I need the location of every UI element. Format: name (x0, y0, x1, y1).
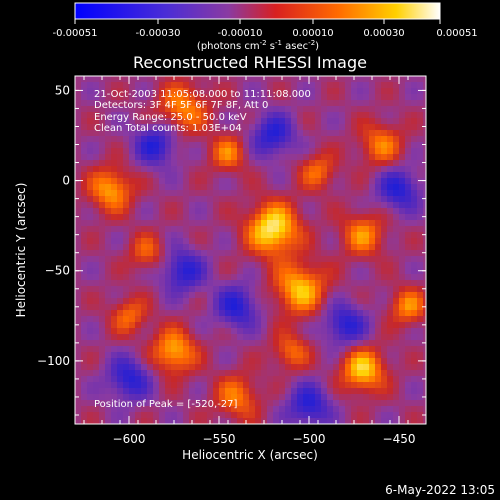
x-tick-label: −500 (293, 432, 326, 446)
plot-frame (74, 75, 427, 425)
colorbar-tick-label: -0.00010 (218, 28, 263, 39)
x-axis-label: Heliocentric X (arcsec) (182, 448, 318, 462)
footer-date: 6-May-2022 13:05 (385, 483, 495, 497)
y-tick-label: −50 (45, 264, 70, 278)
annotation-peak: Position of Peak = [-520,-27] (94, 399, 238, 410)
y-axis-label: Heliocentric Y (arcsec) (14, 183, 28, 318)
chart-title: Reconstructed RHESSI Image (133, 53, 367, 72)
colorbar-unit: (photons cm-2 s-1 asec-2) (197, 39, 319, 52)
x-tick-label: −550 (203, 432, 236, 446)
annotation-energy: Energy Range: 25.0 - 50.0 keV (94, 112, 247, 123)
x-tick-label: −600 (113, 432, 146, 446)
y-tick-label: 50 (55, 83, 70, 97)
annotation-time: 21-Oct-2003 11:05:08.000 to 11:11:08.000 (94, 89, 311, 100)
y-tick-label: 0 (62, 174, 70, 188)
colorbar-tick-label: -0.00030 (136, 28, 181, 39)
colorbar-tick-label: 0.00030 (363, 28, 404, 39)
annotation-clean: Clean Total counts: 1.03E+04 (94, 123, 242, 134)
colorbar-ticks: -0.00051 -0.00030 -0.00010 0.00010 0.00030 0.… (53, 19, 478, 39)
x-tick-label: −450 (383, 432, 416, 446)
colorbar-tick-label: 0.00051 (436, 28, 477, 39)
colorbar (75, 3, 440, 19)
y-tick-label: −100 (37, 354, 70, 368)
axis-ticks: −600 −550 −500 −450 50 0 −50 −100 (37, 76, 427, 446)
annotation-detectors: Detectors: 3F 4F 5F 6F 7F 8F, Att 0 (94, 100, 268, 111)
colorbar-tick-label: -0.00051 (53, 28, 98, 39)
colorbar-tick-label: 0.00010 (292, 28, 333, 39)
